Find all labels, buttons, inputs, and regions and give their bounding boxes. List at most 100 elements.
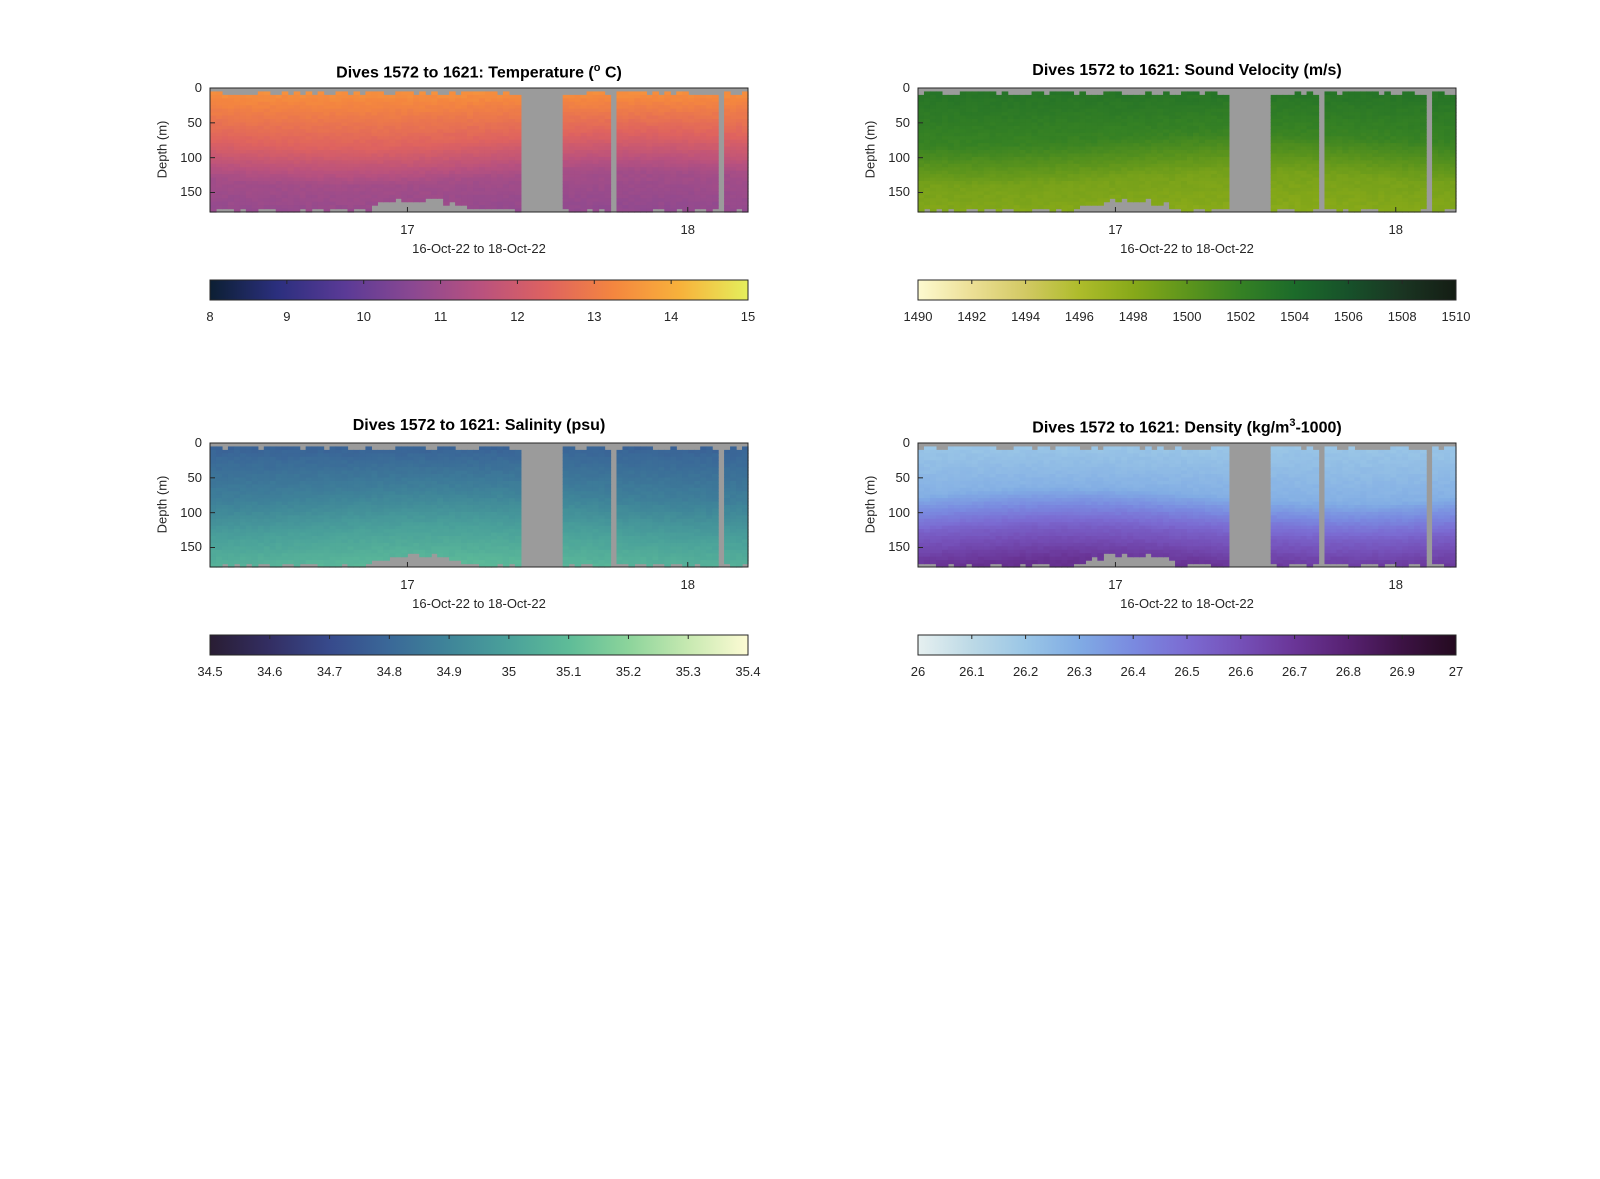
heatmap-cell xyxy=(634,177,641,182)
heatmap-cell xyxy=(989,177,997,182)
heatmap-cell xyxy=(1121,101,1128,106)
heatmap-cell xyxy=(1360,91,1367,96)
heatmap-cell xyxy=(1043,108,1051,113)
heatmap-cell xyxy=(287,208,295,213)
heatmap-cell xyxy=(473,122,480,127)
heatmap-cell xyxy=(1354,125,1361,130)
heatmap-cell xyxy=(1300,112,1308,117)
heatmap-cell xyxy=(1139,174,1146,179)
heatmap-cell xyxy=(1037,146,1045,151)
heatmap-cell xyxy=(1007,187,1015,192)
heatmap-cell xyxy=(658,187,665,192)
heatmap-cell xyxy=(473,108,480,113)
heatmap-cell xyxy=(694,194,701,199)
heatmap-cell xyxy=(287,194,295,199)
heatmap-cell xyxy=(1282,184,1290,189)
heatmap-cell xyxy=(1025,198,1033,203)
heatmap-cell xyxy=(443,146,450,151)
heatmap-cell xyxy=(622,160,630,165)
heatmap-cell xyxy=(245,167,253,172)
heatmap-cell xyxy=(443,177,450,182)
heatmap-cell xyxy=(1007,122,1015,127)
heatmap-cell xyxy=(419,170,426,175)
heatmap-cell xyxy=(1163,160,1170,165)
heatmap-cell xyxy=(1270,101,1278,106)
heatmap-cell xyxy=(239,160,247,165)
heatmap-cell xyxy=(634,101,641,106)
heatmap-cell xyxy=(437,119,444,124)
heatmap-cell xyxy=(604,198,612,203)
heatmap-cell xyxy=(1049,198,1057,203)
heatmap-cell xyxy=(1192,119,1200,124)
heatmap-cell xyxy=(1085,191,1092,196)
heatmap-cell xyxy=(574,191,582,196)
heatmap-cell xyxy=(1330,115,1338,120)
heatmap-cell xyxy=(1157,194,1164,199)
heatmap-cell xyxy=(1282,198,1290,203)
heatmap-cell xyxy=(1067,98,1075,103)
heatmap-cell xyxy=(1169,194,1176,199)
heatmap-cell xyxy=(323,184,331,189)
heatmap-cell xyxy=(989,187,997,192)
heatmap-cell xyxy=(281,112,289,117)
heatmap-cell xyxy=(1073,150,1080,155)
heatmap-cell xyxy=(257,115,265,120)
heatmap-cell xyxy=(251,163,259,168)
heatmap-cell xyxy=(736,129,743,134)
heatmap-cell xyxy=(1073,139,1080,144)
heatmap-cell xyxy=(682,170,689,175)
heatmap-cell xyxy=(918,94,925,99)
heatmap-cell xyxy=(941,125,949,130)
heatmap-cell xyxy=(1163,187,1170,192)
heatmap-cell xyxy=(1216,105,1224,110)
heatmap-cell xyxy=(275,163,283,168)
heatmap-cell xyxy=(443,150,450,155)
heatmap-cell xyxy=(688,112,695,117)
heatmap-cell xyxy=(640,163,647,168)
heatmap-cell xyxy=(670,150,677,155)
heatmap-cell xyxy=(652,139,659,144)
heatmap-cell xyxy=(1055,181,1063,186)
heatmap-cell xyxy=(1330,136,1338,141)
heatmap-cell xyxy=(502,115,510,120)
heatmap-cell xyxy=(736,105,743,110)
heatmap-cell xyxy=(604,184,612,189)
heatmap-cell xyxy=(1019,156,1027,161)
heatmap-cell xyxy=(1324,98,1332,103)
heatmap-cell xyxy=(1091,98,1098,103)
heatmap-cell xyxy=(1025,153,1033,158)
heatmap-cell xyxy=(1348,208,1355,213)
heatmap-cell xyxy=(1187,191,1194,196)
heatmap-cell xyxy=(1169,198,1176,203)
heatmap-cell xyxy=(929,105,937,110)
heatmap-cell xyxy=(275,122,283,127)
heatmap-cell xyxy=(1282,205,1290,210)
heatmap-cell xyxy=(586,94,594,99)
heatmap-cell xyxy=(953,143,961,148)
heatmap-cell xyxy=(1216,129,1224,134)
heatmap-cell xyxy=(227,129,235,134)
heatmap-cell xyxy=(443,187,450,192)
heatmap-cell xyxy=(269,170,277,175)
heatmap-cell xyxy=(1085,177,1092,182)
heatmap-cell xyxy=(1306,143,1314,148)
heatmap-cell xyxy=(1151,184,1158,189)
heatmap-cell xyxy=(953,108,961,113)
heatmap-cell xyxy=(299,170,307,175)
heatmap-cell xyxy=(1276,167,1284,172)
heatmap-cell xyxy=(323,143,331,148)
heatmap-cell xyxy=(941,129,949,134)
heatmap-cell xyxy=(239,129,247,134)
heatmap-cell xyxy=(239,132,247,137)
heatmap-cell xyxy=(1073,174,1080,179)
heatmap-cell xyxy=(1175,194,1182,199)
heatmap-cell xyxy=(508,112,516,117)
heatmap-cell xyxy=(1139,167,1146,172)
heatmap-cell xyxy=(1270,150,1278,155)
heatmap-cell xyxy=(1103,98,1110,103)
heatmap-cell xyxy=(1348,181,1355,186)
heatmap-cell xyxy=(221,132,229,137)
heatmap-cell xyxy=(1019,181,1027,186)
heatmap-cell xyxy=(977,119,985,124)
heatmap-cell xyxy=(251,177,259,182)
